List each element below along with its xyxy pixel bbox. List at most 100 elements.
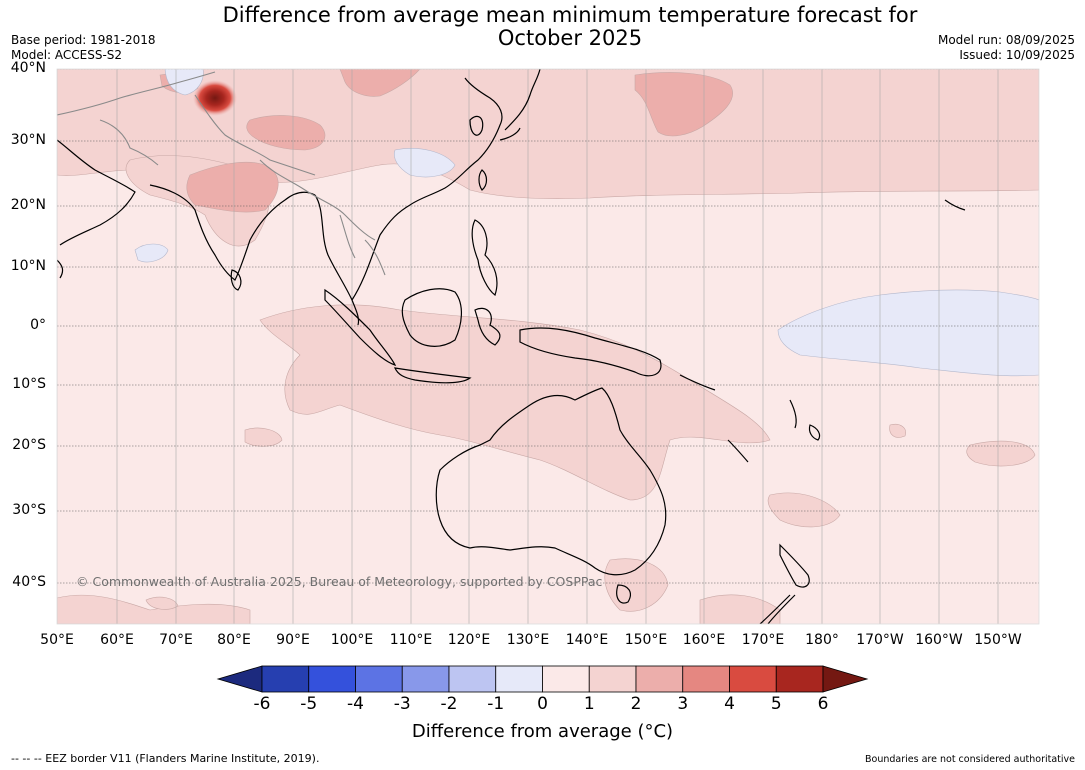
- latitude-label: 30°N: [10, 132, 46, 148]
- longitude-label: 160°E: [682, 632, 726, 648]
- anomaly-patch-south-5: [966, 440, 1036, 467]
- coast-india: [149, 184, 316, 281]
- coast-borneo: [401, 288, 462, 347]
- latitude-label: 20°S: [12, 437, 46, 453]
- coast-australia: [435, 387, 667, 576]
- longitude-label: 80°E: [217, 632, 251, 648]
- colorbar-tick-label: -4: [347, 694, 364, 714]
- longitude-label: 180°: [805, 632, 839, 648]
- colorbar-segment: [682, 665, 730, 693]
- colorbar-segment: [495, 665, 543, 693]
- coast-se-asia: [314, 77, 503, 326]
- longitude-label: 60°E: [100, 632, 134, 648]
- model-name: Model: ACCESS-S2: [11, 48, 123, 62]
- anomaly-cool-south-china: [393, 148, 456, 178]
- colorbar-extend-low: [216, 665, 263, 693]
- longitude-label: 130°E: [506, 632, 550, 648]
- title-line-1: Difference from average mean minimum tem…: [222, 3, 918, 27]
- anomaly-patch-south-2: [604, 558, 669, 612]
- base-period: Base period: 1981-2018: [11, 33, 156, 47]
- meta-left: Base period: 1981-2018 Model: ACCESS-S2: [11, 33, 156, 63]
- longitude-label: 50°E: [40, 632, 74, 648]
- colorbar-segment: [355, 665, 403, 693]
- anomaly-patch-south-8: [145, 596, 179, 610]
- longitude-label: 100°E: [330, 632, 374, 648]
- colorbar-tick-label: -5: [300, 694, 318, 714]
- coast-vanuatu: [789, 399, 797, 429]
- colorbar-tick-label: 6: [817, 694, 829, 714]
- coast-philippines: [471, 219, 498, 296]
- colorbar-segment: [588, 665, 637, 693]
- map-title: Difference from average mean minimum tem…: [170, 4, 970, 50]
- latitude-label: 20°N: [10, 197, 46, 213]
- issued-date: Issued: 10/09/2025: [959, 48, 1075, 62]
- colorbar-segment: [401, 665, 450, 693]
- latitude-label: 0°: [30, 317, 46, 333]
- coast-java: [394, 367, 472, 384]
- anomaly-patch-south-6: [244, 427, 283, 447]
- colorbar: [216, 665, 869, 693]
- coast-korea: [469, 115, 484, 136]
- coast-arabia: [57, 139, 136, 279]
- coast-tasmania: [616, 584, 631, 604]
- coast-taiwan: [478, 169, 488, 191]
- coast-new-caledonia: [727, 439, 749, 463]
- longitude-label: 140°E: [565, 632, 609, 648]
- colorbar-label: Difference from average (°C): [411, 721, 674, 742]
- anomaly-patch-south-4: [699, 594, 781, 624]
- colorbar-segment: [448, 665, 497, 693]
- anomaly-band-tibet: [186, 161, 279, 213]
- anomaly-patch-south-7: [889, 423, 906, 438]
- colorbar-segment: [775, 665, 824, 693]
- coast-sri-lanka: [230, 269, 242, 291]
- colorbar-tick-label: -1: [487, 694, 505, 714]
- latitude-label: 40°S: [12, 574, 46, 590]
- longitude-label: 90°E: [276, 632, 310, 648]
- anomaly-band-north-pacific: [634, 72, 733, 137]
- colorbar-tick-label: 2: [630, 694, 642, 714]
- map-body: [57, 69, 1039, 624]
- coast-japan: [499, 69, 541, 141]
- longitude-label: 70°E: [159, 632, 193, 648]
- coast-sulawesi: [474, 307, 501, 346]
- anomaly-hotspot: [193, 80, 237, 116]
- coast-fiji: [808, 424, 821, 441]
- longitude-label: 150°W: [974, 632, 1022, 648]
- eez-note: -- -- -- EEZ border V11 (Flanders Marine…: [11, 752, 320, 765]
- latitude-label: 10°S: [12, 376, 46, 392]
- coast-solomons: [679, 374, 716, 391]
- coast-new-guinea: [519, 327, 662, 377]
- longitude-label: 150°E: [624, 632, 668, 648]
- colorbar-segment: [542, 665, 590, 693]
- longitude-label: 170°W: [856, 632, 904, 648]
- longitude-label: 170°E: [741, 632, 785, 648]
- colorbar-tick-label: 3: [677, 694, 689, 714]
- latitude-label: 30°S: [12, 502, 46, 518]
- longitude-label: 110°E: [389, 632, 433, 648]
- colorbar-tick-label: 1: [583, 694, 595, 714]
- coast-nz-north: [779, 543, 810, 588]
- longitude-label: 160°W: [915, 632, 963, 648]
- boundaries-note: Boundaries are not considered authoritat…: [865, 754, 1075, 765]
- model-run: Model run: 08/09/2025: [937, 33, 1075, 47]
- colorbar-tick-label: 0: [537, 694, 548, 714]
- longitude-label: 120°E: [447, 632, 491, 648]
- coast-sumatra: [324, 288, 397, 366]
- colorbar-tick-label: -2: [440, 694, 458, 714]
- title-line-2: October 2025: [497, 26, 643, 50]
- anomaly-band-himalaya: [246, 115, 326, 151]
- colorbar-segment: [308, 665, 356, 693]
- coast-nz-south: [759, 594, 796, 624]
- anomaly-band-central-asia: [339, 69, 421, 97]
- colorbar-extend-high: [822, 665, 869, 693]
- colorbar-tick-label: 5: [770, 694, 782, 714]
- coastlines: [57, 69, 966, 624]
- latitude-label: 10°N: [10, 258, 46, 274]
- map-frame: [56, 68, 1040, 625]
- colorbar-segment: [635, 665, 684, 693]
- meta-right: Model run: 08/09/2025 Issued: 10/09/2025: [938, 33, 1075, 63]
- colorbar-tick-label: -3: [393, 694, 411, 714]
- graticule: [57, 69, 1039, 624]
- coast-hawaii-ish: [944, 199, 966, 211]
